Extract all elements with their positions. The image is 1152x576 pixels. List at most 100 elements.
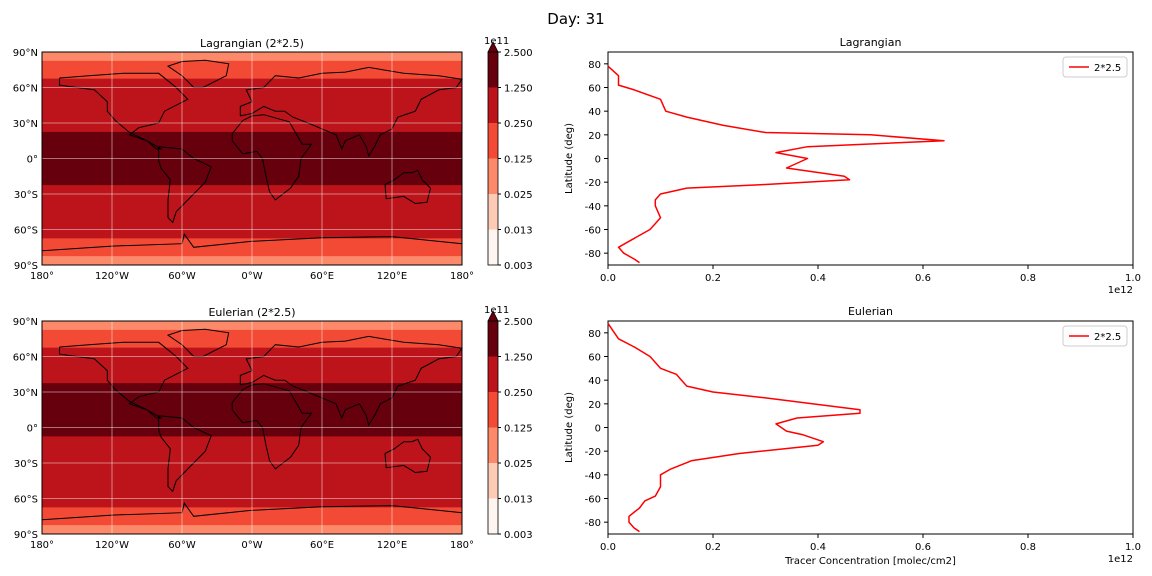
colorbar-tick-label: 2.500 bbox=[504, 48, 533, 59]
plot-title: Lagrangian bbox=[840, 36, 902, 49]
colorbar-tick-label: 0.003 bbox=[504, 261, 533, 272]
map-x-tick-label: 120°W bbox=[95, 271, 129, 282]
map-y-tick-label: 30°S bbox=[14, 459, 38, 470]
y-tick-label: -60 bbox=[585, 226, 601, 237]
x-tick-label: 0.0 bbox=[600, 273, 616, 284]
colorbar-segment bbox=[488, 123, 498, 159]
x-offset-label: 1e12 bbox=[1108, 285, 1133, 296]
y-axis-label: Latitude (deg) bbox=[564, 392, 575, 463]
plot-area bbox=[607, 320, 1134, 535]
colorbar-tick-label: 0.125 bbox=[504, 155, 533, 166]
x-tick-label: 0.4 bbox=[810, 542, 826, 553]
colorbar-tick-label: 0.250 bbox=[504, 388, 533, 399]
y-tick-label: 20 bbox=[588, 131, 601, 142]
map-x-tick-label: 180° bbox=[450, 540, 474, 551]
x-tick-label: 0.6 bbox=[915, 273, 931, 284]
x-offset-label: 1e12 bbox=[1108, 554, 1133, 565]
y-tick-label: 40 bbox=[588, 107, 601, 118]
colorbar-tick-label: 2.500 bbox=[504, 317, 533, 328]
map-y-tick-label: 30°N bbox=[13, 119, 38, 130]
legend-box bbox=[1062, 56, 1128, 78]
y-tick-label: -20 bbox=[585, 447, 601, 458]
coastline bbox=[158, 415, 212, 493]
colorbar-tick-label: 1.250 bbox=[504, 353, 533, 364]
x-tick-label: 0.2 bbox=[705, 273, 721, 284]
colorbar-tick-label: 1.250 bbox=[504, 84, 533, 95]
y-tick-label: -80 bbox=[585, 518, 601, 529]
map-y-tick-label: 30°N bbox=[13, 388, 38, 399]
profile-panel-lagrangian: Lagrangian 0.0 0.2 0.4 0.6 0.8 1.0 80 60 40 20 0 -20… bbox=[564, 36, 1141, 296]
legend-box bbox=[1062, 325, 1128, 347]
colorbar-tick-label: 0.013 bbox=[504, 226, 533, 237]
map-y-tick-label: 90°S bbox=[14, 261, 38, 272]
map-y-tick-label: 90°N bbox=[13, 317, 38, 328]
y-tick-label: 20 bbox=[588, 400, 601, 411]
figure-suptitle: Day: 31 bbox=[547, 10, 604, 28]
map-frame bbox=[41, 320, 463, 535]
map-x-tick-label: 180° bbox=[30, 271, 54, 282]
map-panel-lagrangian: Lagrangian (2*2.5) 180° 120°W 60°W 0°W 60°E 12… bbox=[13, 36, 533, 282]
coastline bbox=[239, 66, 463, 158]
map-y-tick-label: 30°S bbox=[14, 190, 38, 201]
series-line bbox=[607, 322, 861, 533]
y-axis-label: Latitude (deg) bbox=[564, 123, 575, 194]
colorbar-segment bbox=[488, 87, 498, 123]
legend-label: 2*2.5 bbox=[1094, 63, 1121, 74]
map-x-tick-label: 60°W bbox=[168, 540, 196, 551]
colorbar-segment bbox=[488, 392, 498, 428]
y-tick-label: 0 bbox=[595, 424, 601, 435]
map-frame bbox=[41, 51, 463, 266]
y-tick-label: 40 bbox=[588, 376, 601, 387]
map-y-tick-label: 60°S bbox=[14, 495, 38, 506]
map-y-tick-label: 0° bbox=[27, 155, 38, 166]
map-x-tick-label: 120°E bbox=[377, 540, 407, 551]
map-x-tick-label: 60°E bbox=[310, 540, 334, 551]
x-tick-label: 0.8 bbox=[1020, 542, 1036, 553]
map-y-tick-label: 60°N bbox=[13, 84, 38, 95]
map-x-tick-label: 180° bbox=[30, 540, 54, 551]
colorbar-offset-label: 1e11 bbox=[484, 36, 509, 47]
y-tick-label: -80 bbox=[585, 249, 601, 260]
map-y-tick-label: 60°S bbox=[14, 226, 38, 237]
y-tick-label: 60 bbox=[588, 84, 601, 95]
map-y-tick-label: 90°N bbox=[13, 48, 38, 59]
plot-area bbox=[607, 51, 1134, 266]
y-tick-label: 80 bbox=[588, 60, 601, 71]
colorbar-segment bbox=[488, 321, 498, 357]
coastline bbox=[384, 169, 432, 205]
colorbar-segment bbox=[488, 427, 498, 463]
map-panel-eulerian: Eulerian (2*2.5) 180° 120°W 60°W 0°W 60°E 120°… bbox=[13, 305, 533, 551]
colorbar-tick-label: 0.013 bbox=[504, 495, 533, 506]
coastline bbox=[239, 335, 463, 427]
map-y-tick-label: 0° bbox=[27, 424, 38, 435]
coastline bbox=[158, 146, 212, 224]
y-tick-label: -60 bbox=[585, 495, 601, 506]
colorbar-segment bbox=[488, 229, 498, 265]
legend-label: 2*2.5 bbox=[1094, 332, 1121, 343]
colorbar-segment bbox=[488, 158, 498, 194]
colorbar-segment bbox=[488, 463, 498, 499]
map-x-tick-label: 60°E bbox=[310, 271, 334, 282]
colorbar-tick-label: 0.250 bbox=[504, 119, 533, 130]
x-tick-label: 0.6 bbox=[915, 542, 931, 553]
y-tick-label: 0 bbox=[595, 155, 601, 166]
y-tick-label: -40 bbox=[585, 471, 601, 482]
colorbar-segment bbox=[488, 52, 498, 88]
y-tick-label: -20 bbox=[585, 178, 601, 189]
colorbar-offset-label: 1e11 bbox=[484, 305, 509, 316]
y-tick-label: 80 bbox=[588, 329, 601, 340]
coastline bbox=[384, 438, 432, 474]
map-x-tick-label: 120°W bbox=[95, 540, 129, 551]
map-y-tick-label: 90°S bbox=[14, 530, 38, 541]
colorbar-segment bbox=[488, 498, 498, 534]
y-tick-label: -40 bbox=[585, 202, 601, 213]
x-tick-label: 0.8 bbox=[1020, 273, 1036, 284]
map-y-tick-label: 60°N bbox=[13, 353, 38, 364]
map-x-tick-label: 60°W bbox=[168, 271, 196, 282]
coastline bbox=[231, 114, 313, 201]
series-line bbox=[607, 65, 945, 264]
map-x-tick-label: 0°W bbox=[241, 540, 262, 551]
map-title: Lagrangian (2*2.5) bbox=[200, 37, 304, 50]
map-x-tick-label: 180° bbox=[450, 271, 474, 282]
colorbar-tick-label: 0.025 bbox=[504, 190, 533, 201]
